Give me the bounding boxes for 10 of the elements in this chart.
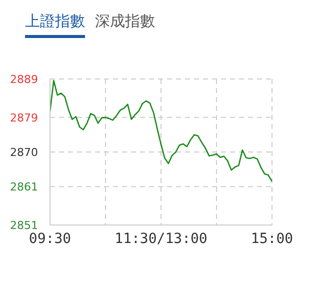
chart-title: 上證指數 [25, 12, 85, 38]
x-tick-label: 15:00 [250, 230, 294, 247]
y-tick-label: 2861 [10, 180, 38, 194]
x-tick-label: 09:30 [28, 230, 72, 247]
y-tick-label: 2879 [10, 111, 38, 124]
y-tick-label: 2870 [10, 146, 38, 159]
x-tick-label: 11:30/13:00 [114, 230, 208, 247]
text: 深成指數 [95, 12, 155, 32]
y-tick-label: 2851 [10, 219, 38, 232]
y-tick-label: 2889 [10, 73, 38, 86]
